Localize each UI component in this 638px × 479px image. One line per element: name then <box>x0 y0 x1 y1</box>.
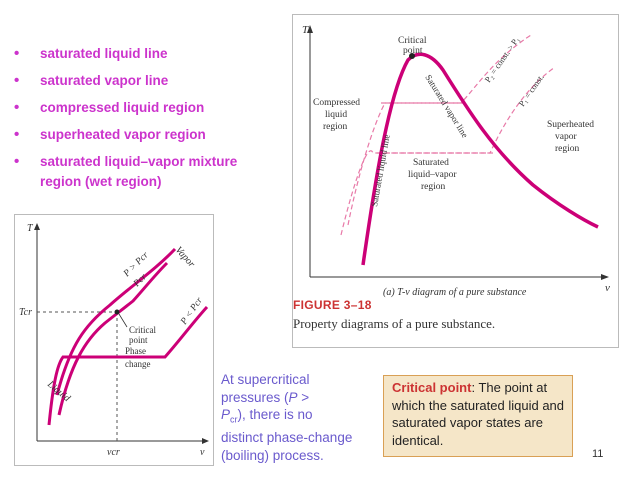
figure-subcaption: (a) T-v diagram of a pure substance <box>383 287 527 298</box>
y-axis-arrow-icon <box>307 25 313 33</box>
superheated-label-2: vapor <box>555 132 577 142</box>
critical-point-definition: : The point at which the saturated liqui… <box>392 380 565 448</box>
isobar-subcritical <box>47 305 209 426</box>
page-number: 11 <box>592 448 604 460</box>
supercritical-figure: T v Tcr vcr P > Pcr Pcr P < Pcr Vapor Li… <box>14 214 214 466</box>
isobar-p1 <box>340 66 556 236</box>
bullet-item: superheated vapor region <box>14 121 270 148</box>
vapor-label: Vapor <box>173 245 197 270</box>
note-line: distinct phase-change <box>221 430 353 446</box>
critical-point-definition-box: Critical point: The point at which the s… <box>383 375 573 457</box>
y-axis-arrow-icon <box>34 223 40 230</box>
note-line: At supercritical <box>221 372 310 387</box>
axis-label-v: v <box>200 447 205 458</box>
critical-point-label: Critical <box>129 325 156 335</box>
saturated-liquid-line-label: Saturated liquid line <box>369 134 392 208</box>
phase-change-label: Phase <box>125 346 146 356</box>
critical-point-leader <box>118 313 128 328</box>
note-line: (boiling) process. <box>221 447 324 463</box>
supercritical-svg: T v Tcr vcr P > Pcr Pcr P < Pcr Vapor Li… <box>19 223 209 458</box>
mixture-label-3: region <box>421 182 446 192</box>
axis-label-t: T <box>302 24 309 36</box>
superheated-label-3: region <box>555 144 580 154</box>
bullet-list: saturated liquid line saturated vapor li… <box>14 40 270 192</box>
tcr-label: Tcr <box>19 307 32 318</box>
superheated-label: Superheated <box>547 120 594 130</box>
isobar-supercritical <box>55 247 177 396</box>
note-line: pressures (P > <box>221 389 310 405</box>
figure-number: FIGURE 3–18 <box>293 298 372 312</box>
bullet-item: saturated vapor line <box>14 67 270 94</box>
mixture-label-2: liquid–vapor <box>408 170 457 180</box>
tv-diagram-figure: T v Critical point Compressed liquid reg… <box>292 14 619 348</box>
critical-point-marker <box>114 309 120 315</box>
mixture-label: Saturated <box>413 158 449 168</box>
bullet-item-text: saturated liquid–vapor mixture region (w… <box>40 154 238 189</box>
bullet-item: compressed liquid region <box>14 94 270 121</box>
x-axis-arrow-icon <box>202 438 209 444</box>
bullet-item: saturated liquid line <box>14 40 270 67</box>
bullet-item: saturated liquid–vapor mixture region (w… <box>14 148 270 192</box>
tv-diagram-svg: T v Critical point Compressed liquid reg… <box>302 24 610 298</box>
critical-point-label-2: point <box>129 335 148 345</box>
critical-point-label-2: point <box>403 46 423 56</box>
supercritical-note: At supercritical pressures (P > Pcr), th… <box>221 371 381 464</box>
critical-point-marker <box>409 53 415 59</box>
compressed-label-3: region <box>323 122 348 132</box>
critical-point-label: Critical <box>398 36 427 46</box>
axis-label-v: v <box>605 282 610 294</box>
isobar-p2 <box>347 34 532 226</box>
note-line: Pcr), there is no <box>221 407 313 425</box>
compressed-label-2: liquid <box>325 110 347 120</box>
figure-caption: Property diagrams of a pure substance. <box>293 316 496 331</box>
critical-point-term: Critical point <box>392 380 472 395</box>
compressed-label: Compressed <box>313 98 360 108</box>
vcr-label: vcr <box>107 447 120 458</box>
isobar-p2-label: P₂ = const. > P₁ <box>482 35 521 85</box>
axis-label-t: T <box>27 223 34 234</box>
phase-change-label-2: change <box>125 359 150 369</box>
saturation-dome-curve <box>361 52 599 266</box>
isobar-p1-label: P₁ = const. <box>516 72 545 108</box>
saturated-vapor-line-label: Saturated vapor line <box>423 73 470 140</box>
isobar-critical <box>57 261 169 416</box>
x-axis-arrow-icon <box>601 274 609 280</box>
